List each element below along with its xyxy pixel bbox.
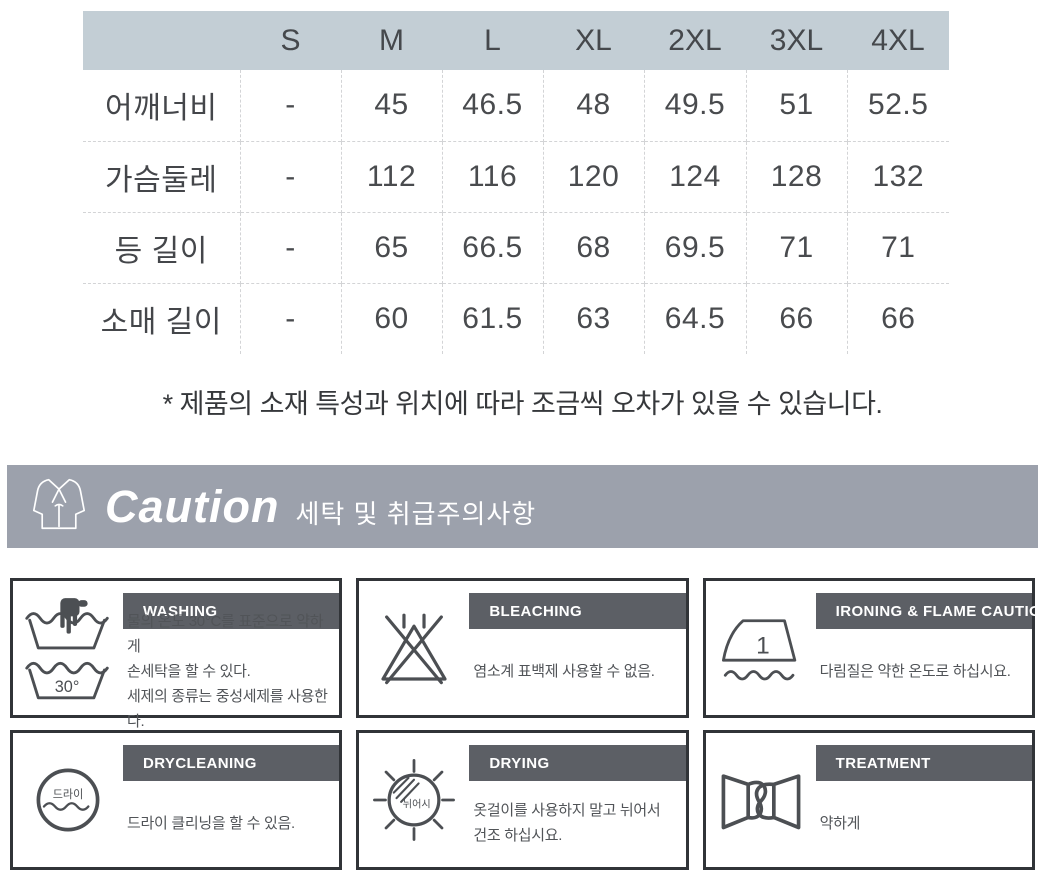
- dry-clean-icon: 드라이: [13, 733, 123, 867]
- cell: 112: [340, 140, 442, 212]
- row-label: 어깨너비: [105, 92, 218, 126]
- cell: 66: [745, 282, 847, 354]
- care-title: DRYCLEANING: [143, 754, 257, 772]
- cell: 46.5: [441, 70, 543, 141]
- cell: 71: [745, 211, 847, 283]
- table-row-chest: 가슴둘레 - 112 116 120 124 128 132: [83, 140, 949, 212]
- cell: -: [239, 70, 341, 141]
- care-box-bleaching: BLEACHING 염소계 표백제 사용할 수 없음.: [356, 578, 689, 718]
- table-row-shoulder: 어깨너비 - 45 46.5 48 49.5 51 52.5: [83, 70, 949, 141]
- care-description: 물의 온도 30°C를 표준으로 약하게 손세탁을 할 수 있다. 세제의 종류…: [127, 613, 335, 730]
- care-title: IRONING & FLAME CAUTION: [835, 602, 1045, 620]
- care-box-treatment: TREATMENT 약하게: [702, 730, 1035, 870]
- size-col-m: M: [341, 11, 442, 70]
- cell: 60: [340, 282, 442, 354]
- jacket-icon: [31, 474, 87, 539]
- size-table-header-row: S M L XL 2XL 3XL 4XL: [83, 11, 949, 70]
- size-col-xl: XL: [543, 11, 644, 70]
- size-col-l: L: [442, 11, 543, 70]
- care-box-ironing: 1 IRONING & FLAME CAUTION 다림질은 약한 온도로 하십…: [702, 578, 1045, 718]
- care-title-bar: TREATMENT: [815, 745, 1032, 781]
- care-description: 드라이 클리닝을 할 수 있음.: [127, 781, 335, 865]
- size-tolerance-note: * 제품의 소재 특성과 위치에 따라 조금씩 오차가 있을 수 있습니다.: [162, 389, 883, 419]
- cell: -: [239, 211, 341, 283]
- table-row-sleeve-length: 소매 길이 - 60 61.5 63 64.5 66 66: [83, 282, 949, 354]
- care-title: TREATMENT: [835, 754, 931, 772]
- cell: 128: [745, 140, 847, 212]
- care-description: 약하게: [820, 781, 1028, 865]
- care-title: DRYING: [489, 754, 550, 772]
- cell: 49.5: [643, 70, 746, 141]
- size-col-blank: [83, 11, 240, 70]
- care-title-bar: DRYING: [469, 745, 686, 781]
- cell: 65: [340, 211, 442, 283]
- desc-line: 다림질은 약한 온도로 하십시요.: [819, 662, 1011, 680]
- cell: 66: [846, 282, 949, 354]
- care-title-bar: BLEACHING: [469, 593, 686, 629]
- care-title-bar: IRONING & FLAME CAUTION: [815, 593, 1045, 629]
- care-box-drying: 뉘어시 DRYING 옷걸이를 사용하지 말고 뉘어서 건조 하십시요.: [356, 730, 689, 870]
- cell: 71: [846, 211, 949, 283]
- cell: 66.5: [441, 211, 543, 283]
- cell: 64.5: [643, 282, 746, 354]
- svg-text:1: 1: [756, 633, 770, 660]
- cell: 116: [441, 140, 543, 212]
- cell: 120: [542, 140, 644, 212]
- svg-text:30°: 30°: [55, 678, 80, 696]
- no-bleach-icon: [359, 581, 469, 715]
- cell: -: [239, 140, 341, 212]
- desc-line: 염소계 표백제 사용할 수 없음.: [473, 662, 655, 680]
- size-col-2xl: 2XL: [644, 11, 746, 70]
- size-col-4xl: 4XL: [847, 11, 949, 70]
- caution-header: Caution 세탁 및 취급주의사항: [7, 465, 1038, 548]
- iron-low-icon: 1: [706, 581, 816, 715]
- care-title: WASHING: [143, 602, 218, 620]
- cell: 48: [542, 70, 644, 141]
- table-row-back-length: 등 길이 - 65 66.5 68 69.5 71 71: [83, 211, 949, 283]
- desc-line: 물의 온도 30°C를 표준으로 약하게: [127, 612, 324, 655]
- size-col-3xl: 3XL: [746, 11, 847, 70]
- cell: 45: [340, 70, 442, 141]
- desc-line: 약하게: [819, 814, 861, 832]
- desc-line: 드라이 클리닝을 할 수 있음.: [127, 814, 295, 832]
- care-title-bar: WASHING: [123, 593, 340, 629]
- care-instructions-grid: 30° WASHING 물의 온도 30°C를 표준으로 약하게 손세탁을 할 …: [10, 578, 1045, 870]
- size-col-s: S: [240, 11, 341, 70]
- care-description: 염소계 표백제 사용할 수 없음.: [473, 629, 681, 713]
- desc-line: 건조 하십시요.: [473, 827, 563, 844]
- svg-text:뉘어시: 뉘어시: [403, 798, 431, 810]
- desc-line: 세제의 종류는 중성세제를 사용한다.: [127, 687, 328, 730]
- svg-text:드라이: 드라이: [53, 788, 84, 801]
- care-description: 다림질은 약한 온도로 하십시요.: [820, 629, 1028, 713]
- desc-line: 옷걸이를 사용하지 말고 뉘어서: [473, 802, 661, 819]
- desc-line: 손세탁을 할 수 있다.: [127, 662, 251, 680]
- cell: 61.5: [441, 282, 543, 354]
- cell: 68: [542, 211, 644, 283]
- cell: -: [239, 282, 341, 354]
- lay-flat-dry-icon: 뉘어시: [359, 733, 469, 867]
- row-label: 등 길이: [83, 211, 240, 283]
- cell: 69.5: [643, 211, 746, 283]
- care-title-bar: DRYCLEANING: [123, 745, 340, 781]
- cell: 63: [542, 282, 644, 354]
- row-label: 가슴둘레: [83, 140, 240, 212]
- care-description: 옷걸이를 사용하지 말고 뉘어서 건조 하십시요.: [473, 781, 681, 865]
- caution-subtitle: 세탁 및 취급주의사항: [295, 499, 537, 529]
- cell: 124: [643, 140, 746, 212]
- row-label: 소매 길이: [83, 282, 240, 354]
- caution-title: Caution: [105, 480, 280, 532]
- care-box-drycleaning: 드라이 DRYCLEANING 드라이 클리닝을 할 수 있음.: [10, 730, 343, 870]
- size-table: S M L XL 2XL 3XL 4XL 어깨너비 - 45 46.5 48 4…: [83, 11, 949, 354]
- care-title: BLEACHING: [489, 602, 583, 620]
- wring-icon: [706, 733, 816, 867]
- cell: 52.5: [846, 70, 949, 141]
- care-box-washing: 30° WASHING 물의 온도 30°C를 표준으로 약하게 손세탁을 할 …: [10, 578, 343, 730]
- cell: 51: [745, 70, 847, 141]
- hand-wash-icon: 30°: [13, 581, 123, 715]
- cell: 132: [846, 140, 949, 212]
